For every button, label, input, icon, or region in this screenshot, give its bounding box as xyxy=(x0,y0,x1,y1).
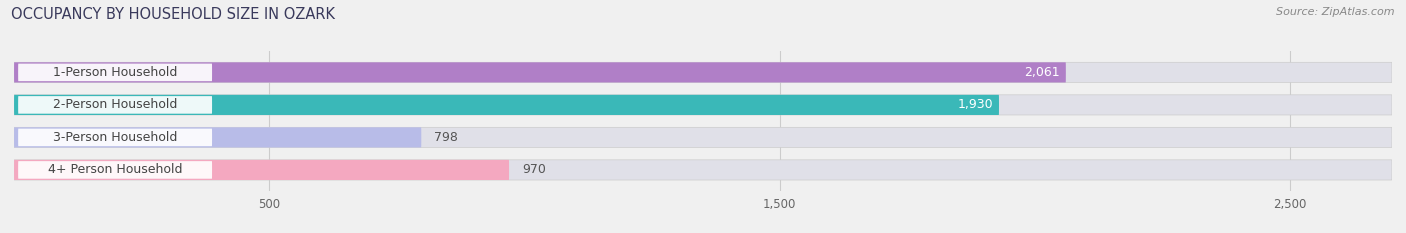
FancyBboxPatch shape xyxy=(14,160,509,180)
FancyBboxPatch shape xyxy=(18,64,212,81)
Text: 3-Person Household: 3-Person Household xyxy=(53,131,177,144)
FancyBboxPatch shape xyxy=(14,95,1392,115)
Text: 2-Person Household: 2-Person Household xyxy=(53,98,177,111)
Text: 1,930: 1,930 xyxy=(957,98,993,111)
Text: 4+ Person Household: 4+ Person Household xyxy=(48,163,183,176)
FancyBboxPatch shape xyxy=(14,95,1000,115)
FancyBboxPatch shape xyxy=(14,127,422,147)
FancyBboxPatch shape xyxy=(14,160,1392,180)
FancyBboxPatch shape xyxy=(18,96,212,114)
FancyBboxPatch shape xyxy=(18,129,212,146)
Text: Source: ZipAtlas.com: Source: ZipAtlas.com xyxy=(1277,7,1395,17)
Text: 798: 798 xyxy=(434,131,458,144)
Text: 2,061: 2,061 xyxy=(1024,66,1060,79)
FancyBboxPatch shape xyxy=(18,161,212,179)
Text: 970: 970 xyxy=(522,163,546,176)
FancyBboxPatch shape xyxy=(14,62,1066,82)
FancyBboxPatch shape xyxy=(14,127,1392,147)
Text: 1-Person Household: 1-Person Household xyxy=(53,66,177,79)
Text: OCCUPANCY BY HOUSEHOLD SIZE IN OZARK: OCCUPANCY BY HOUSEHOLD SIZE IN OZARK xyxy=(11,7,335,22)
FancyBboxPatch shape xyxy=(14,62,1392,82)
